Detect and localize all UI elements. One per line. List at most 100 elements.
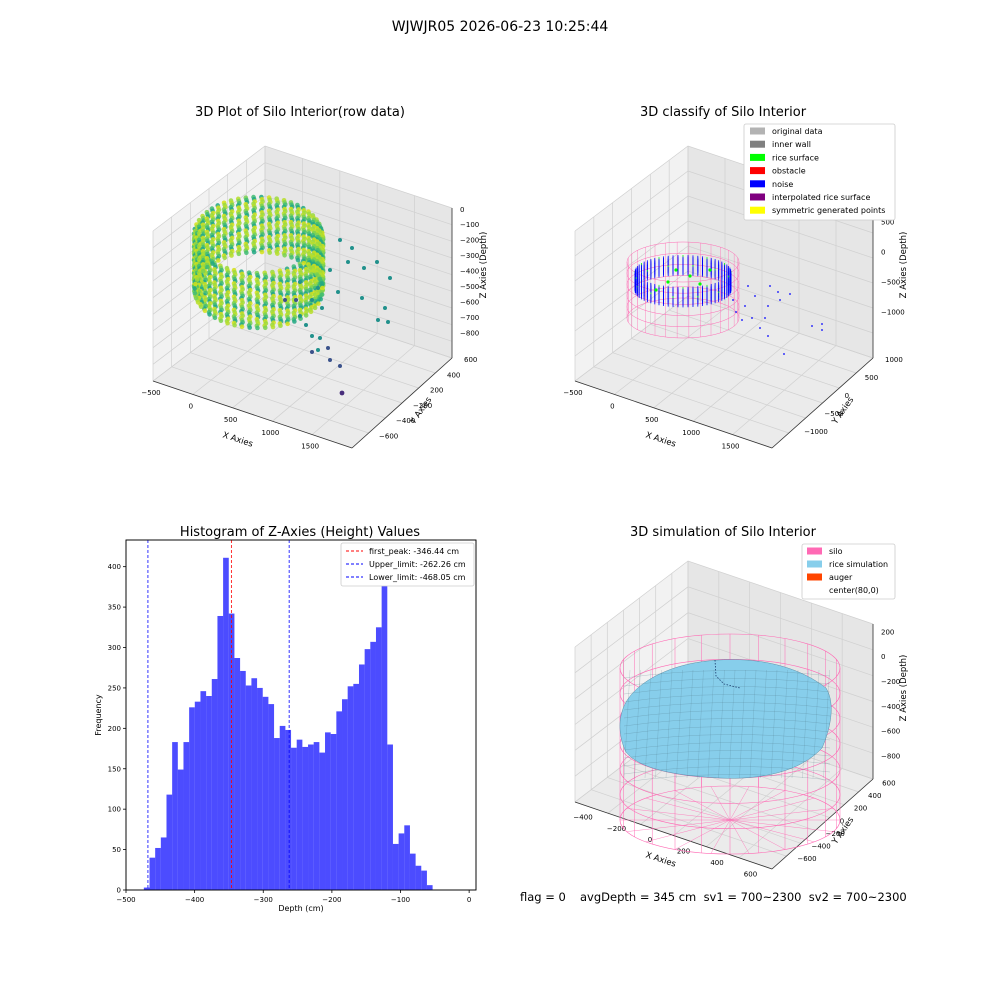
grid-line — [227, 324, 419, 389]
legend-label: obstacle — [772, 167, 806, 176]
panel4-title: 3D simulation of Silo Interior — [630, 525, 817, 540]
histogram-bar — [364, 649, 371, 890]
raw-data-point — [244, 250, 249, 255]
histogram-bar — [392, 843, 399, 890]
surface-mesh-line — [623, 750, 831, 759]
panel1-axes: −500 0 500 1000 1500 600 400 200 −200 −400 −600 0 −1… — [141, 145, 489, 451]
x-tick-label: 200 — [677, 848, 690, 856]
y-tick-label: 600 — [464, 356, 477, 364]
y-tick-label: 200 — [430, 387, 443, 395]
raw-data-point — [216, 258, 221, 263]
panel3-title: Histogram of Z-Axies (Height) Values — [180, 525, 420, 540]
y-tick-label: −200 — [413, 402, 432, 410]
surface-mesh-line — [791, 669, 799, 779]
y-tick-label: 400 — [868, 792, 881, 800]
surface-mesh-line — [707, 669, 715, 779]
grid-line — [574, 586, 874, 674]
silo-floor-spoke — [626, 808, 731, 821]
surface-mesh-line — [623, 694, 831, 703]
raw-data-point — [320, 306, 324, 310]
surface-mesh-line — [623, 726, 831, 735]
histogram-bar — [370, 641, 376, 890]
z-tick-label: −1000 — [881, 309, 905, 317]
legend-swatch — [750, 193, 765, 201]
pane-floor — [153, 296, 452, 448]
legend-label: original data — [772, 127, 823, 136]
raw-data-point — [311, 268, 316, 273]
grid-line — [246, 309, 436, 374]
x-tick-label: −200 — [322, 896, 341, 904]
raw-data-point — [316, 348, 320, 352]
grid-line — [574, 612, 874, 699]
legend-label: rice simulation — [829, 560, 888, 569]
y-tick-label: −1000 — [804, 428, 828, 436]
histogram-bar — [155, 847, 161, 890]
noise-point — [759, 327, 761, 329]
surface-mesh-line — [623, 758, 831, 767]
raw-data-point — [346, 260, 350, 264]
raw-data-point — [304, 323, 308, 327]
raw-data-point — [350, 246, 354, 250]
legend-label: Upper_limit: -262.26 cm — [369, 560, 466, 569]
silo-floor-spoke — [729, 819, 834, 832]
z-tick-label: −500 — [460, 283, 479, 291]
surface-mesh-line — [781, 669, 788, 779]
raw-data-point — [195, 300, 201, 305]
raw-data-point — [339, 390, 345, 396]
x-tick-label: 400 — [710, 859, 723, 867]
panel1-title: 3D Plot of Silo Interior(row data) — [195, 105, 405, 120]
y-tick-label: −600 — [797, 855, 816, 863]
surface-mesh-line — [623, 718, 831, 727]
x-axis-line — [574, 801, 773, 870]
noise-point — [754, 295, 756, 297]
histogram-bar — [183, 742, 190, 890]
z-tick-label: −300 — [460, 252, 479, 260]
grid-line — [152, 145, 453, 232]
noise-point — [767, 305, 769, 307]
raw-data-point — [310, 334, 314, 338]
raw-data-point — [319, 281, 324, 286]
panel3-legend: first_peak: -346.44 cm Upper_limit: -262.… — [340, 542, 475, 587]
raw-data-point — [295, 257, 301, 263]
raw-data-point — [205, 264, 210, 270]
raw-data-point — [316, 286, 320, 290]
histogram-frame-border — [125, 539, 477, 891]
raw-data-point — [267, 250, 273, 255]
panel4-legend: silo rice simulation auger center(80,0) — [801, 543, 896, 600]
histogram-bar — [381, 565, 388, 890]
grid-line — [574, 195, 874, 282]
histogram-bar — [257, 687, 263, 890]
raw-data-point — [247, 325, 252, 330]
raw-data-point — [212, 315, 218, 321]
x-tick-label: −300 — [254, 896, 273, 904]
histogram-bar — [206, 696, 212, 890]
raw-data-point — [270, 324, 276, 330]
y-tick-label: 0 — [840, 817, 844, 825]
footer-flag: flag = 0 — [520, 890, 566, 904]
raw-data-point — [303, 313, 309, 318]
surface-mesh-line — [623, 766, 831, 775]
raw-data-point — [192, 286, 197, 291]
y-tick-label: 200 — [854, 805, 867, 813]
noise-point — [769, 285, 771, 287]
noise-point — [735, 311, 737, 313]
raw-data-point — [310, 350, 314, 354]
y-tick-label: 150 — [108, 765, 121, 773]
grid-line — [171, 366, 369, 434]
x-tick-label: −400 — [573, 813, 592, 821]
y-tick-label: −600 — [379, 433, 398, 441]
grid-line — [574, 220, 874, 307]
x-tick-label: 0 — [467, 896, 471, 904]
x-tick-label: −500 — [563, 389, 582, 397]
raw-data-point — [225, 320, 230, 326]
x-tick-label: 500 — [645, 416, 658, 424]
y-tick-label: −400 — [396, 417, 415, 425]
raw-data-point — [236, 251, 242, 257]
silo-floor-spoke — [729, 797, 815, 821]
grid-line — [650, 324, 840, 389]
y-tick-label: 100 — [108, 806, 121, 814]
legend-swatch — [750, 127, 765, 135]
z-tick-label: 0 — [460, 206, 464, 214]
x-tick-label: 1500 — [722, 443, 740, 451]
histogram-bar — [404, 825, 410, 890]
